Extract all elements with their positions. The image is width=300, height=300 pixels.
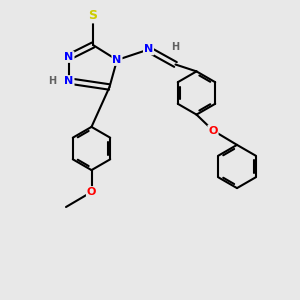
Text: N: N (144, 44, 153, 55)
Text: H: H (48, 76, 57, 86)
Text: N: N (112, 55, 122, 65)
Text: O: O (87, 187, 96, 197)
Text: S: S (88, 9, 98, 22)
Text: N: N (64, 76, 74, 86)
Text: N: N (64, 52, 74, 62)
Text: O: O (208, 125, 218, 136)
Text: H: H (171, 41, 180, 52)
